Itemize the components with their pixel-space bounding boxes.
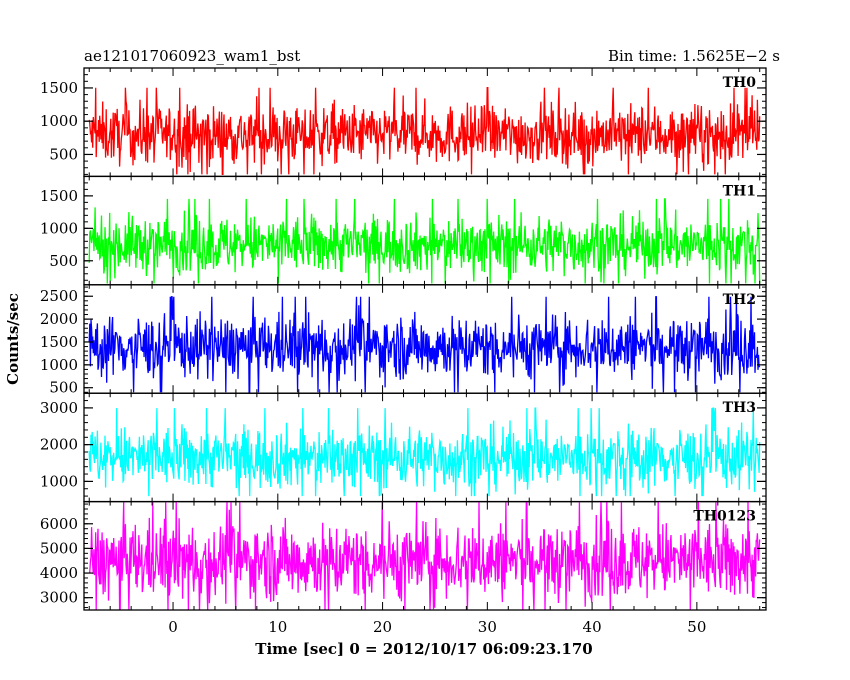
panel-th1: 500 1000 1500 TH1 xyxy=(40,175,767,286)
y-tick-label: 500 xyxy=(49,252,78,270)
panel-label: TH0123 xyxy=(693,509,756,525)
x-tick-label: 20 xyxy=(373,618,392,636)
x-tick-label: 40 xyxy=(583,618,602,636)
x-tick-label: 50 xyxy=(687,618,706,636)
y-tick-label: 4000 xyxy=(40,564,78,582)
y-tick-label: 3000 xyxy=(40,589,78,607)
series-th1 xyxy=(88,198,761,284)
x-tick-label: 30 xyxy=(478,618,497,636)
panel-label: TH0 xyxy=(723,75,757,91)
y-axis-title: Counts/sec xyxy=(4,293,22,385)
y-tick-label: 1000 xyxy=(40,112,78,130)
panel-label: TH2 xyxy=(723,292,756,308)
header-bin-time: Bin time: 1.5625E−2 s xyxy=(608,47,780,65)
y-tick-label: 6000 xyxy=(40,515,78,533)
y-tick-label: 2000 xyxy=(40,436,78,454)
y-tick-label: 1500 xyxy=(40,333,78,351)
header-title: ae121017060923_wam1_bst xyxy=(84,47,300,65)
y-tick-label: 1500 xyxy=(40,187,78,205)
x-axis: 0 10 20 30 40 50 xyxy=(168,618,706,636)
panel-th0: 500 1000 1500 TH0 xyxy=(40,67,767,178)
series-th0123 xyxy=(88,501,761,611)
y-tick-label: 1000 xyxy=(40,472,78,490)
panel-label: TH1 xyxy=(723,183,756,199)
y-tick-label: 3000 xyxy=(40,399,78,417)
panel-th3: 1000 2000 3000 TH3 xyxy=(40,392,767,503)
y-tick-label: 1500 xyxy=(40,79,78,97)
series-th0 xyxy=(88,87,761,176)
y-tick-label: 2500 xyxy=(40,287,78,305)
panels-group: 500 1000 1500 TH0 500 1000 1500 TH1 500 1000 1500 2… xyxy=(40,67,767,611)
x-axis-title: Time [sec] 0 = 2012/10/17 06:09:23.170 xyxy=(255,640,592,658)
y-tick-label: 2000 xyxy=(40,310,78,328)
panel-th0123: 3000 4000 5000 6000 TH0123 xyxy=(40,500,767,611)
x-tick-label: 10 xyxy=(268,618,287,636)
series-th3 xyxy=(88,407,761,497)
y-tick-label: 500 xyxy=(49,379,78,397)
y-tick-label: 500 xyxy=(49,145,78,163)
panel-label: TH3 xyxy=(723,400,756,416)
x-tick-label: 0 xyxy=(168,618,178,636)
y-tick-label: 1000 xyxy=(40,356,78,374)
y-tick-label: 5000 xyxy=(40,539,78,557)
panel-frame xyxy=(83,500,767,611)
panel-th2: 500 1000 1500 2000 2500 TH2 xyxy=(40,284,767,397)
y-tick-label: 1000 xyxy=(40,219,78,237)
series-th2 xyxy=(88,296,761,393)
